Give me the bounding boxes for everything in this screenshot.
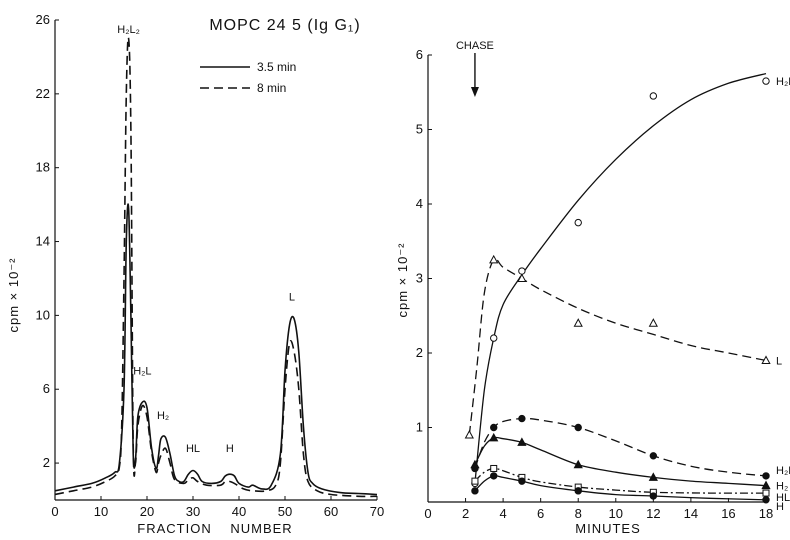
x-axis-label: FRACTION NUMBER (137, 521, 292, 536)
data-point-h2l (574, 423, 582, 432)
x-tick-label: 12 (646, 506, 660, 521)
data-point-h2l (762, 472, 770, 480)
data-point-h2 (648, 472, 658, 481)
data-point-hl (471, 477, 479, 485)
x-tick-label: 10 (94, 504, 108, 519)
x-tick-label: 2 (462, 506, 469, 521)
data-point-h2l (649, 452, 658, 460)
data-point-h (518, 477, 526, 485)
data-point-h2l2 (574, 218, 582, 227)
series-line-h2l (474, 417, 767, 477)
data-point-h2l2 (762, 77, 770, 85)
data-point-h2 (470, 459, 480, 469)
y-tick-label: 26 (36, 12, 50, 27)
series-line-l (468, 258, 767, 435)
series-line-8-min (54, 36, 378, 498)
y-tick-label: 6 (43, 381, 50, 396)
x-axis-label: MINUTES (575, 521, 641, 536)
peak-label-h2: H₂ (157, 410, 169, 422)
data-point-h (762, 496, 770, 504)
y-tick-label: 5 (416, 122, 423, 137)
data-point-h (471, 487, 479, 495)
x-tick-label: 40 (232, 504, 246, 519)
y-tick-label: 6 (416, 47, 423, 62)
data-point-h2 (517, 437, 527, 446)
x-tick-label: 30 (186, 504, 200, 519)
data-point-h2l (490, 423, 498, 432)
data-point-h2l2 (490, 334, 498, 342)
peak-label-h: H (226, 443, 234, 455)
legend: 3.5 min 8 min (200, 60, 296, 95)
x-tick-label: 18 (759, 506, 773, 521)
series-label-h2l2: H₂L₂ (776, 76, 790, 88)
data-point-l (464, 429, 474, 439)
peak-label-hl: HL (186, 443, 200, 455)
x-tick-label: 70 (370, 504, 384, 519)
x-tick-label: 4 (499, 506, 506, 521)
x-tick-label: 6 (537, 506, 544, 521)
y-axis-label: cpm × 10⁻² (395, 242, 410, 317)
data-point-l (489, 254, 499, 264)
x-tick-label: 60 (324, 504, 338, 519)
y-tick-label: 4 (416, 196, 423, 211)
data-point-hl (762, 489, 770, 497)
y-tick-label: 14 (36, 234, 50, 249)
peak-label-l: L (289, 292, 295, 304)
x-tick-label: 16 (721, 506, 735, 521)
data-point-h (574, 487, 582, 495)
data-point-h (649, 492, 658, 500)
y-tick-label: 1 (416, 420, 423, 435)
data-point-h2 (573, 459, 583, 469)
x-tick-label: 8 (575, 506, 582, 521)
y-tick-label: 22 (36, 86, 50, 101)
data-point-h2 (489, 432, 499, 442)
x-tick-label: 0 (424, 506, 431, 521)
legend-label-dashed: 8 min (257, 81, 286, 95)
data-point-h2 (761, 480, 771, 490)
series-line-3-5-min (54, 203, 378, 496)
chase-arrow-head (470, 87, 479, 97)
peak-label-h2l: H₂L (133, 365, 151, 377)
data-point-h2l (518, 414, 526, 423)
data-point-h2l2 (649, 92, 658, 100)
data-point-h (490, 472, 498, 480)
data-point-hl (490, 464, 498, 472)
series-label-h2l: H₂L (776, 465, 790, 477)
data-point-l (517, 273, 527, 282)
data-point-l (573, 318, 583, 327)
chart-title: MOPC 24 5 (Ig G₁) (209, 17, 360, 34)
x-tick-label: 50 (278, 504, 292, 519)
data-point-h2l2 (518, 267, 526, 275)
chase-annotation: CHASE (456, 40, 494, 52)
series-line-h2l2 (474, 72, 767, 484)
series-label-h: H (776, 501, 784, 513)
fraction-profile-chart: MOPC 24 5 (Ig G₁) cpm × 10⁻² FRACTION NU… (6, 12, 384, 536)
series-label-l: L (776, 355, 782, 367)
x-tick-label: 0 (51, 504, 58, 519)
series-label-h2: H₂ (776, 481, 788, 493)
y-tick-label: 2 (416, 345, 423, 360)
y-tick-label: 2 (43, 455, 50, 470)
legend-label-solid: 3.5 min (257, 60, 296, 74)
y-tick-label: 3 (416, 271, 423, 286)
series-label-hl: HL (776, 492, 790, 504)
x-tick-label: 14 (684, 506, 698, 521)
y-axis-label: cpm × 10⁻² (6, 257, 21, 332)
x-tick-label: 20 (140, 504, 154, 519)
data-point-l (761, 355, 771, 364)
chase-kinetics-chart: cpm × 10⁻² MINUTES 0 2 4 6 8 10 12 14 16 18123456… (395, 40, 790, 536)
peak-label-h2l2: H₂L₂ (117, 24, 140, 36)
y-tick-label: 10 (36, 307, 50, 322)
x-tick-label: 10 (609, 506, 623, 521)
y-tick-label: 18 (36, 160, 50, 175)
data-point-l (648, 318, 658, 327)
